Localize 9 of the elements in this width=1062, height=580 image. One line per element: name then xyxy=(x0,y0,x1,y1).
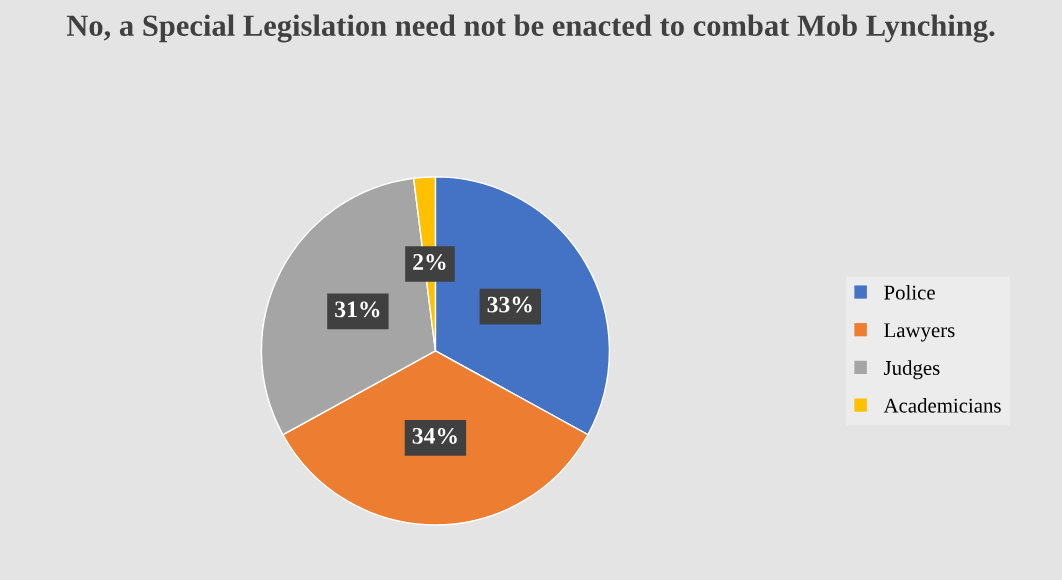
legend-label: Police xyxy=(884,284,935,300)
chart-title: No, a Special Legislation need not be enacted to combat Mob Lynching. xyxy=(66,14,995,43)
legend-label: Judges xyxy=(883,360,940,380)
data-label: 31% xyxy=(335,301,380,318)
data-label: 2% xyxy=(413,254,446,271)
legend-label: Lawyers xyxy=(884,323,955,342)
data-label: 34% xyxy=(412,427,457,444)
data-label: 33% xyxy=(487,296,532,313)
legend-label: Academicians xyxy=(883,397,1001,413)
